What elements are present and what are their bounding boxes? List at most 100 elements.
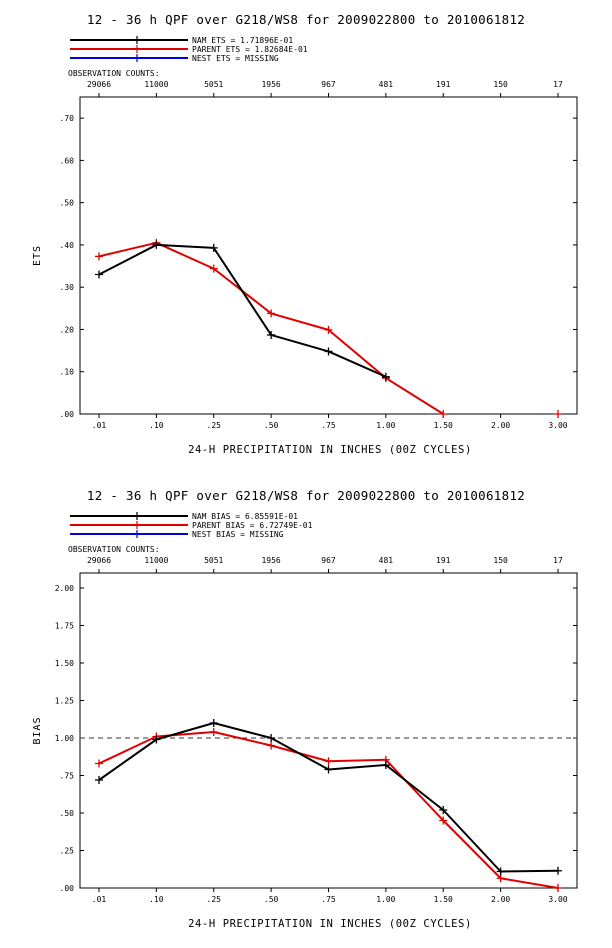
x-tick-label: .75 <box>321 421 336 430</box>
legend-entry-parent: PARENT ETS = 1.82684E-01 <box>70 45 308 54</box>
legend-label: PARENT ETS = 1.82684E-01 <box>192 45 308 54</box>
data-point-nam <box>324 765 333 774</box>
observation-count: 967 <box>321 80 336 89</box>
data-point-nam <box>152 735 161 744</box>
data-point-parent <box>95 252 103 261</box>
bias-chart: 12 - 36 h QPF over G218/WS8 for 20090228… <box>32 488 578 930</box>
data-point-nam <box>439 806 448 814</box>
series-line-nam <box>98 722 559 873</box>
data-point-parent <box>439 410 448 418</box>
x-tick-label: 1.50 <box>434 895 453 904</box>
legend-marker <box>133 36 141 44</box>
plot-frame <box>79 572 578 889</box>
series-nam <box>95 240 390 381</box>
legend-label: NAM ETS = 1.71896E-01 <box>192 36 293 45</box>
x-tick-label: .10 <box>149 421 164 430</box>
series-line-parent <box>98 241 444 415</box>
data-point-nam <box>267 330 276 339</box>
legend-entry-nest: NEST BIAS = MISSING <box>70 530 284 539</box>
observation-count: 1956 <box>261 80 280 89</box>
data-point-nam <box>267 734 276 742</box>
legend-marker <box>133 512 141 520</box>
data-point-nam <box>381 372 390 381</box>
observation-count: 150 <box>493 556 508 565</box>
x-tick-label: 1.50 <box>434 421 453 430</box>
observation-count: 191 <box>436 556 451 565</box>
observation-counts-label: OBSERVATION COUNTS: <box>68 545 160 554</box>
x-tick-label: .01 <box>92 895 107 904</box>
data-point-nam <box>496 867 505 876</box>
x-tick-label: 2.00 <box>491 895 510 904</box>
series-parent <box>95 238 562 418</box>
data-point-parent <box>439 816 448 825</box>
y-tick-label: .70 <box>60 114 75 123</box>
x-tick-label: 1.00 <box>376 895 395 904</box>
data-point-parent <box>209 264 218 273</box>
data-point-parent <box>554 884 562 892</box>
y-axis-label: ETS <box>32 245 43 266</box>
chart-title: 12 - 36 h QPF over G218/WS8 for 20090228… <box>87 488 525 503</box>
chart-title: 12 - 36 h QPF over G218/WS8 for 20090228… <box>87 12 525 27</box>
data-point-parent <box>95 759 103 768</box>
series-nam <box>95 719 562 876</box>
legend-marker <box>133 530 141 538</box>
data-point-parent <box>324 325 333 334</box>
x-axis-label: 24-H PRECIPITATION IN INCHES (00Z CYCLES… <box>188 918 472 930</box>
observation-count: 967 <box>321 556 336 565</box>
legend-marker <box>133 45 141 53</box>
x-tick-label: 2.00 <box>491 421 510 430</box>
data-point-nam <box>324 347 333 356</box>
y-axis-label: BIAS <box>32 716 43 744</box>
observation-count: 150 <box>493 80 508 89</box>
observation-count: 17 <box>553 556 563 565</box>
legend-label: NEST BIAS = MISSING <box>192 530 284 539</box>
x-tick-label: .25 <box>207 421 222 430</box>
observation-count: 1956 <box>261 556 280 565</box>
observation-count: 5051 <box>204 556 223 565</box>
legend-label: PARENT BIAS = 6.72749E-01 <box>192 521 313 530</box>
plot-frame <box>79 96 578 415</box>
x-tick-label: 3.00 <box>548 421 567 430</box>
observation-count: 5051 <box>204 80 223 89</box>
data-point-parent <box>496 874 505 883</box>
y-tick-label: .20 <box>60 325 75 334</box>
x-tick-label: .50 <box>264 895 279 904</box>
data-point-nam <box>95 776 103 784</box>
x-tick-label: .75 <box>321 895 336 904</box>
observation-count: 29066 <box>87 80 111 89</box>
y-tick-label: .50 <box>60 199 75 208</box>
series-line-nam <box>98 243 387 378</box>
y-tick-label: 1.00 <box>55 734 74 743</box>
y-tick-label: .40 <box>60 241 75 250</box>
data-point-parent <box>324 757 333 766</box>
data-point-nam <box>381 761 390 769</box>
series-parent <box>95 728 562 892</box>
legend-entry-nest: NEST ETS = MISSING <box>70 54 279 63</box>
y-tick-label: .25 <box>60 847 75 856</box>
observation-counts-label: OBSERVATION COUNTS: <box>68 69 160 78</box>
legend-marker <box>133 54 141 62</box>
legend-entry-parent: PARENT BIAS = 6.72749E-01 <box>70 521 313 530</box>
observation-count: 481 <box>379 556 394 565</box>
data-point-parent <box>209 728 218 736</box>
x-tick-label: .01 <box>92 421 107 430</box>
y-tick-label: .75 <box>60 772 75 781</box>
x-tick-label: .25 <box>207 895 222 904</box>
y-tick-label: .10 <box>60 368 75 377</box>
data-point-parent <box>267 309 276 318</box>
observation-count: 11000 <box>144 80 168 89</box>
legend-entry-nam: NAM ETS = 1.71896E-01 <box>70 36 293 45</box>
data-point-nam <box>152 240 161 249</box>
y-tick-label: .30 <box>60 283 75 292</box>
legend-label: NAM BIAS = 6.85591E-01 <box>192 512 298 521</box>
observation-count: 481 <box>379 80 394 89</box>
data-point-nam <box>209 243 218 252</box>
y-tick-label: .60 <box>60 156 75 165</box>
x-axis-label: 24-H PRECIPITATION IN INCHES (00Z CYCLES… <box>188 444 472 456</box>
x-tick-label: 1.00 <box>376 421 395 430</box>
legend-marker <box>133 521 141 529</box>
y-tick-label: 2.00 <box>55 584 74 593</box>
legend-label: NEST ETS = MISSING <box>192 54 279 63</box>
observation-count: 17 <box>553 80 563 89</box>
